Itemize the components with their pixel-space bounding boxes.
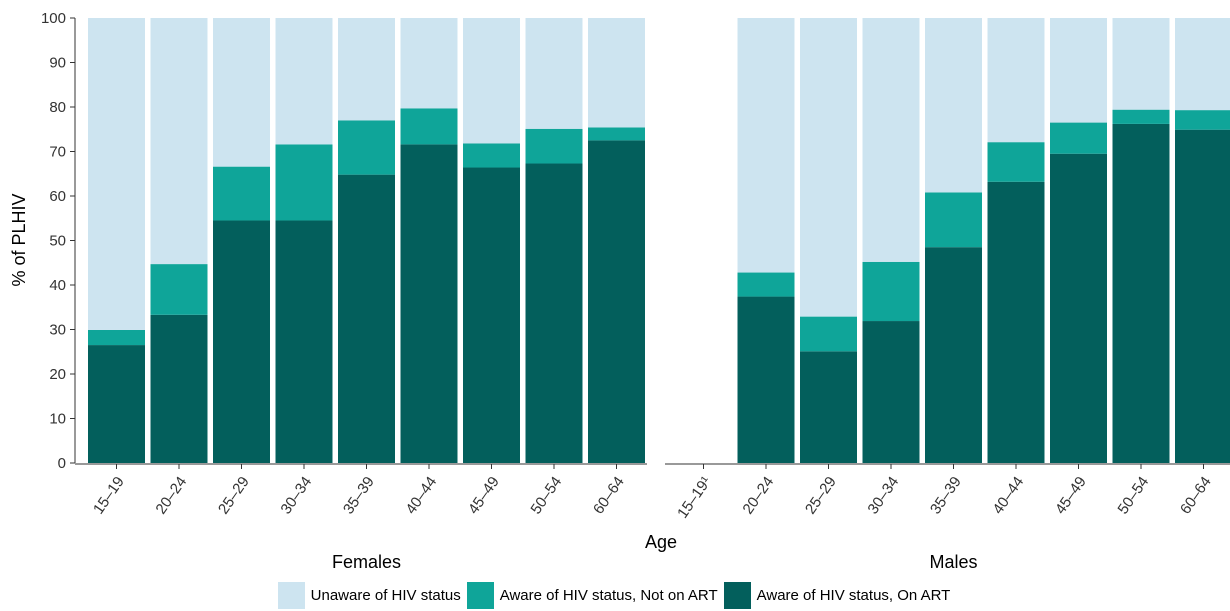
- x-tick-label: 60–64: [1177, 474, 1215, 518]
- bar-unaware: [400, 18, 458, 109]
- panel-females: 15–19 20–24 25–29 30–34 35–39 40–44 45–49 50–54…: [75, 18, 647, 572]
- x-tick-label: 35–39: [340, 474, 378, 518]
- bar-on-art: [1175, 129, 1230, 463]
- bar-unaware: [213, 18, 270, 167]
- x-tick-label: 35–39: [927, 474, 965, 518]
- bar-unaware: [150, 18, 208, 265]
- y-tick-label: 50: [49, 233, 66, 250]
- bar-on-art: [925, 247, 982, 463]
- bar-on-art: [213, 220, 270, 463]
- bar-aware-not-on-art: [338, 120, 395, 175]
- bar-aware-not-on-art: [213, 166, 270, 221]
- bar-aware-not-on-art: [1112, 109, 1170, 124]
- panel-males: 15–19¹ 20–24 25–29 30–34 35–39 40–44 45–49 50–5…: [665, 18, 1230, 572]
- x-tick-label: 30–34: [864, 474, 902, 518]
- chart: 0 10 20 30 40 50 60 70 80 90 100 % of PLHIV 15–19 2…: [9, 10, 1230, 572]
- x-tick-label: 45–49: [1052, 474, 1090, 518]
- bar-unaware: [862, 18, 920, 262]
- y-axis: 0 10 20 30 40 50 60 70 80 90 100: [41, 10, 76, 472]
- x-tick-label: 40–44: [402, 474, 440, 518]
- bar-aware-not-on-art: [1050, 122, 1107, 154]
- x-tick-label: 45–49: [465, 474, 503, 518]
- bar-aware-not-on-art: [862, 261, 920, 322]
- bar-unaware: [463, 18, 520, 144]
- x-tick-label: 15–19¹: [674, 474, 715, 522]
- legend-label: Aware of HIV status, On ART: [756, 586, 951, 604]
- x-tick-label: 25–29: [802, 474, 840, 518]
- bar-aware-not-on-art: [275, 144, 333, 221]
- bar-on-art: [1112, 123, 1170, 463]
- bar-unaware: [525, 18, 583, 129]
- bar-unaware: [925, 18, 982, 193]
- bar-unaware: [275, 18, 333, 145]
- legend-swatch: [466, 581, 494, 609]
- bar-aware-not-on-art: [400, 108, 458, 145]
- bar-unaware: [88, 18, 145, 330]
- bar-aware-not-on-art: [588, 127, 645, 141]
- x-axis-title: Age: [645, 532, 677, 552]
- legend-item-unaware: Unaware of HIV status: [277, 581, 463, 609]
- y-tick-label: 10: [49, 411, 66, 428]
- legend: Unaware of HIV status Aware of HIV status…: [0, 580, 1230, 610]
- bar-aware-not-on-art: [150, 264, 208, 315]
- legend-item-aware-not-on-art: Aware of HIV status, Not on ART: [466, 581, 720, 609]
- legend-swatch: [277, 581, 305, 609]
- y-tick-label: 60: [49, 188, 66, 205]
- bar-aware-not-on-art: [800, 316, 857, 352]
- bar-aware-not-on-art: [88, 329, 145, 346]
- bar-unaware: [1175, 18, 1230, 111]
- x-tick-label: 20–24: [739, 474, 777, 518]
- y-axis-title: % of PLHIV: [9, 193, 29, 286]
- y-tick-label: 100: [41, 10, 66, 27]
- y-tick-label: 20: [49, 366, 66, 383]
- bar-aware-not-on-art: [525, 128, 583, 164]
- bar-on-art: [1050, 153, 1107, 463]
- y-tick-label: 0: [58, 455, 66, 472]
- bar-on-art: [88, 345, 145, 463]
- panel-title: Males: [929, 552, 977, 572]
- bar-unaware: [1050, 18, 1107, 123]
- bar-on-art: [525, 163, 583, 463]
- x-tick-label: 40–44: [989, 474, 1027, 518]
- bar-on-art: [737, 296, 795, 463]
- legend-label: Unaware of HIV status: [310, 586, 461, 604]
- bar-unaware: [737, 18, 795, 273]
- y-tick-label: 80: [49, 99, 66, 116]
- bar-on-art: [338, 174, 395, 463]
- bar-aware-not-on-art: [987, 142, 1045, 182]
- panels: 15–19 20–24 25–29 30–34 35–39 40–44 45–49 50–54…: [75, 18, 1230, 572]
- legend-label: Aware of HIV status, Not on ART: [499, 586, 718, 604]
- bar-unaware: [588, 18, 645, 128]
- x-tick-label: 15–19: [90, 474, 128, 518]
- bar-on-art: [275, 220, 333, 463]
- bar-aware-not-on-art: [463, 143, 520, 168]
- legend-swatch: [723, 581, 751, 609]
- bar-unaware: [338, 18, 395, 121]
- bar-on-art: [987, 181, 1045, 463]
- bar-on-art: [800, 351, 857, 463]
- y-tick-label: 30: [49, 322, 66, 339]
- y-tick-label: 70: [49, 144, 66, 161]
- bar-aware-not-on-art: [737, 272, 795, 297]
- bar-unaware: [800, 18, 857, 317]
- bar-on-art: [588, 140, 645, 463]
- x-tick-label: 60–64: [590, 474, 628, 518]
- x-tick-label: 30–34: [277, 474, 315, 518]
- x-tick-label: 20–24: [152, 474, 190, 518]
- bar-on-art: [400, 144, 458, 463]
- y-tick-label: 40: [49, 277, 66, 294]
- x-tick-label: 50–54: [527, 474, 565, 518]
- bar-unaware: [1112, 18, 1170, 110]
- bar-unaware: [987, 18, 1045, 143]
- x-tick-label: 25–29: [215, 474, 253, 518]
- bar-on-art: [862, 321, 920, 463]
- y-tick-label: 90: [49, 55, 66, 72]
- bar-on-art: [463, 167, 520, 463]
- bar-on-art: [150, 314, 208, 463]
- bar-aware-not-on-art: [1175, 110, 1230, 130]
- legend-item-on-art: Aware of HIV status, On ART: [723, 581, 953, 609]
- panel-title: Females: [332, 552, 401, 572]
- x-tick-label: 50–54: [1114, 474, 1152, 518]
- bar-aware-not-on-art: [925, 192, 982, 248]
